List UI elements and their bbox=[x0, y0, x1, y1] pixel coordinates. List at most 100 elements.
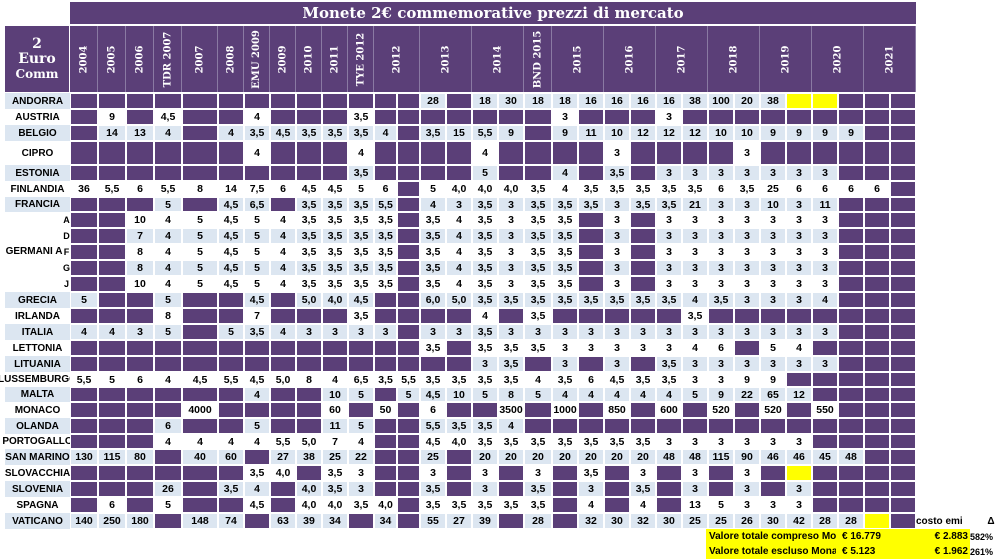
price-cell: 4 bbox=[812, 292, 838, 308]
price-cell bbox=[397, 324, 420, 340]
price-cell bbox=[630, 418, 656, 434]
price-cell bbox=[838, 356, 864, 372]
price-cell bbox=[890, 434, 916, 449]
price-cell: 4 bbox=[578, 497, 604, 513]
price-cell: 4 bbox=[348, 434, 374, 449]
price-cell: 3,5 bbox=[472, 197, 498, 212]
price-cell: 21 bbox=[682, 197, 708, 212]
price-cell: 3,5 bbox=[552, 434, 578, 449]
price-cell: 3,5 bbox=[552, 292, 578, 308]
price-cell: 3 bbox=[630, 465, 656, 481]
price-cell bbox=[348, 340, 374, 356]
price-cell bbox=[218, 340, 244, 356]
price-cell: 148 bbox=[182, 513, 218, 529]
price-cell: 4 bbox=[270, 228, 296, 244]
price-cell: 5,5 bbox=[397, 372, 420, 387]
price-cell: 3 bbox=[812, 228, 838, 244]
price-cell: 3,5 bbox=[524, 181, 552, 197]
price-cell: 3 bbox=[708, 228, 734, 244]
price-cell: 38 bbox=[682, 93, 708, 109]
price-cell bbox=[397, 449, 420, 465]
price-cell bbox=[270, 481, 296, 497]
total-excl-label: Valore totale escluso Monaco bbox=[706, 544, 836, 559]
price-cell: 5 bbox=[244, 418, 270, 434]
price-cell bbox=[420, 165, 446, 181]
price-cell bbox=[98, 244, 126, 260]
price-cell bbox=[864, 340, 890, 356]
price-cell bbox=[270, 197, 296, 212]
price-cell: 10 bbox=[322, 387, 348, 402]
price-cell bbox=[708, 481, 734, 497]
price-cell: 5,5 bbox=[420, 418, 446, 434]
price-cell: 4,0 bbox=[446, 181, 472, 197]
price-cell: 3 bbox=[786, 324, 812, 340]
price-cell bbox=[348, 402, 374, 418]
price-cell: 3,5 bbox=[578, 181, 604, 197]
price-cell bbox=[98, 356, 126, 372]
price-cell bbox=[864, 197, 890, 212]
price-cell: 4,5 bbox=[244, 497, 270, 513]
price-cell: 3,5 bbox=[630, 481, 656, 497]
price-cell: 3 bbox=[552, 109, 578, 125]
price-cell: 3 bbox=[708, 260, 734, 276]
price-cell: 4,5 bbox=[420, 434, 446, 449]
price-cell bbox=[218, 387, 244, 402]
price-cell bbox=[812, 465, 838, 481]
price-cell: 3 bbox=[682, 244, 708, 260]
year-header-label: 2007 bbox=[194, 45, 205, 73]
price-cell: 3 bbox=[734, 141, 760, 165]
price-cell bbox=[890, 93, 916, 109]
price-cell: 3,5 bbox=[420, 228, 446, 244]
price-cell: 32 bbox=[578, 513, 604, 529]
price-cell bbox=[70, 276, 98, 292]
price-cell: 3 bbox=[604, 276, 630, 292]
price-cell: 3,5 bbox=[578, 292, 604, 308]
price-cell: 4,5 bbox=[348, 292, 374, 308]
price-cell: 4,5 bbox=[420, 387, 446, 402]
country-label: AUSTRIA bbox=[5, 109, 70, 125]
price-cell bbox=[70, 93, 98, 109]
price-cell bbox=[70, 387, 98, 402]
price-cell bbox=[126, 418, 154, 434]
price-cell bbox=[126, 141, 154, 165]
year-header-label: 2018 bbox=[728, 45, 739, 73]
price-cell: 3,5 bbox=[498, 340, 524, 356]
price-cell bbox=[244, 513, 270, 529]
price-cell bbox=[182, 197, 218, 212]
year-header-label: 2011 bbox=[329, 45, 340, 73]
price-cell bbox=[270, 402, 296, 418]
price-cell: 3,5 bbox=[524, 497, 552, 513]
year-header: 2010 bbox=[296, 26, 322, 92]
price-cell: 3,5 bbox=[472, 260, 498, 276]
price-cell bbox=[154, 449, 182, 465]
price-cell bbox=[244, 449, 270, 465]
price-cell: 26 bbox=[154, 481, 182, 497]
price-cell bbox=[182, 109, 218, 125]
price-cell: 18 bbox=[524, 93, 552, 109]
price-cell bbox=[182, 465, 218, 481]
price-cell: 3,5 bbox=[322, 244, 348, 260]
country-label: VATICANO bbox=[5, 513, 70, 529]
price-cell: 4 bbox=[244, 141, 270, 165]
price-cell: 3 bbox=[604, 212, 630, 228]
price-cell: 3 bbox=[348, 324, 374, 340]
price-cell bbox=[864, 434, 890, 449]
price-cell: 3 bbox=[446, 197, 472, 212]
price-cell: 60 bbox=[218, 449, 244, 465]
price-cell: 3 bbox=[604, 197, 630, 212]
price-cell: 3 bbox=[656, 324, 682, 340]
price-cell bbox=[70, 197, 98, 212]
price-cell bbox=[682, 109, 708, 125]
delta-label: Δ bbox=[987, 515, 995, 527]
price-cell bbox=[864, 292, 890, 308]
corner-line-2: Euro bbox=[18, 50, 56, 67]
price-cell bbox=[812, 340, 838, 356]
price-cell: 12 bbox=[786, 387, 812, 402]
price-cell: 28 bbox=[838, 513, 864, 529]
price-cell: 3 bbox=[348, 465, 374, 481]
price-cell bbox=[182, 387, 218, 402]
price-cell: 4 bbox=[70, 324, 98, 340]
mint-mark-label: F bbox=[63, 247, 70, 257]
price-cell: 4 bbox=[244, 434, 270, 449]
price-cell: 48 bbox=[838, 449, 864, 465]
